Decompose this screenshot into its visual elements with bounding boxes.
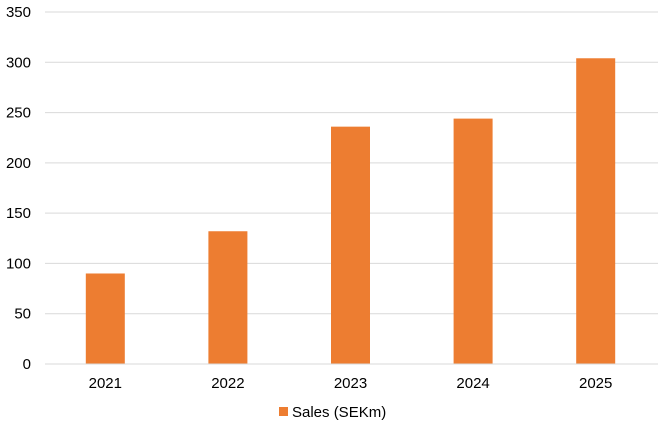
bar-2025: [576, 58, 616, 365]
x-tick-label-2025: 2025: [579, 375, 612, 392]
x-tick-label-2021: 2021: [89, 375, 122, 392]
x-tick-label-2022: 2022: [211, 375, 244, 392]
bar-2021: [85, 273, 125, 364]
y-tick-label-150: 150: [6, 205, 31, 222]
bars: [85, 58, 616, 365]
y-tick-label-100: 100: [6, 255, 31, 272]
y-tick-label-50: 50: [14, 306, 31, 323]
bar-2024: [453, 118, 493, 364]
y-tick-label-200: 200: [6, 155, 31, 172]
x-axis-ticks: 2021 2022 2023 2024 2025: [89, 375, 613, 392]
y-tick-label-0: 0: [23, 356, 31, 373]
x-tick-label-2024: 2024: [456, 375, 489, 392]
y-tick-label-250: 250: [6, 105, 31, 122]
legend: Sales (SEKm): [279, 404, 386, 421]
y-tick-label-300: 300: [6, 54, 31, 71]
y-axis-ticks: 0 50 100 150 200 250 300 350: [6, 4, 31, 373]
x-tick-label-2023: 2023: [334, 375, 367, 392]
bar-2023: [331, 126, 370, 364]
legend-label-sales: Sales (SEKm): [292, 404, 386, 421]
bar-2022: [208, 231, 248, 364]
legend-swatch-sales: [279, 407, 288, 416]
y-tick-label-350: 350: [6, 4, 31, 21]
